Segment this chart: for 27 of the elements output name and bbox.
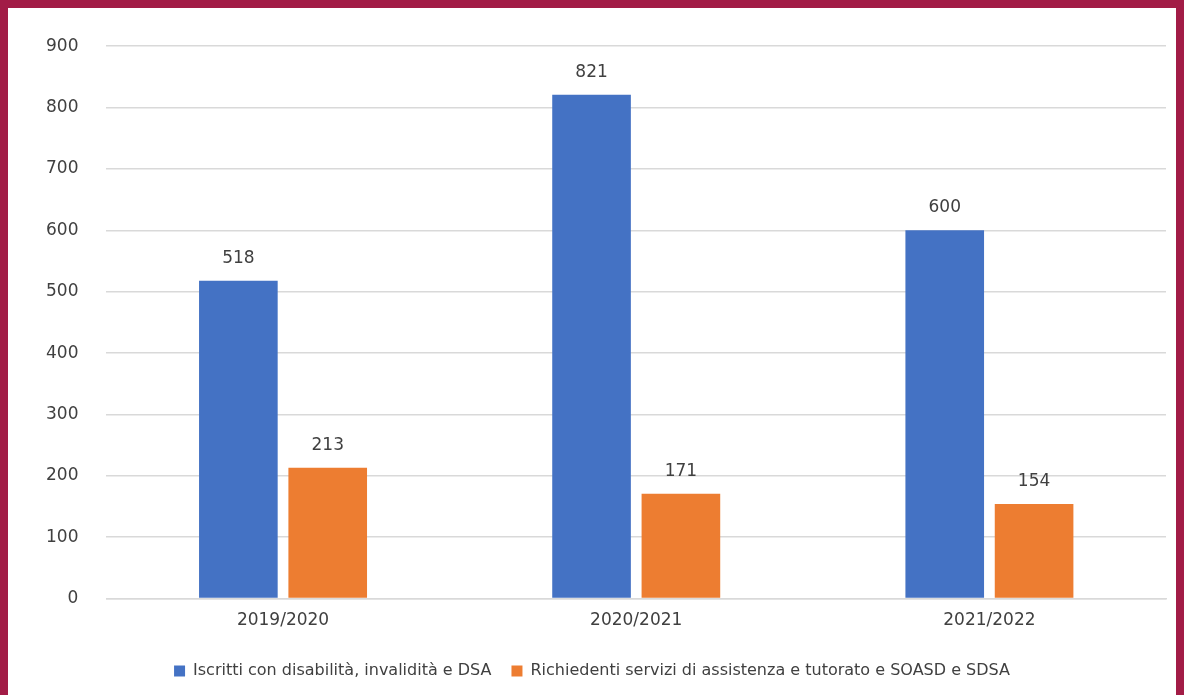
- bar: [552, 94, 631, 598]
- x-tick-label: 2019/2020: [236, 609, 330, 630]
- y-tick-label: 200: [45, 464, 79, 485]
- y-tick-label: 0: [67, 587, 79, 608]
- x-tick-label: 2021/2022: [943, 609, 1036, 630]
- y-tick-label: 600: [45, 218, 79, 239]
- y-tick-label: 400: [45, 341, 79, 362]
- bar: [199, 280, 278, 598]
- y-tick-label: 900: [45, 34, 79, 55]
- data-label: 171: [664, 459, 698, 480]
- data-label: 213: [311, 433, 344, 454]
- data-label: 821: [575, 60, 608, 81]
- bar: [905, 230, 985, 598]
- data-label: 518: [222, 246, 255, 267]
- data-label: 154: [1017, 470, 1051, 490]
- bar: [288, 467, 368, 598]
- y-tick-label: 100: [45, 525, 79, 546]
- y-tick-label: 300: [45, 402, 79, 423]
- bar: [641, 493, 721, 598]
- x-tick-label: 2020/2021: [590, 609, 683, 630]
- y-tick-label: 800: [45, 96, 79, 116]
- bar: [994, 504, 1074, 598]
- legend-label: Richiedenti servizi di assistenza e tutorato e SOASD e SDSA: [530, 660, 1010, 680]
- legend-label: Iscritti con disabilità, invalidità e DSA: [193, 660, 492, 680]
- data-label: 600: [928, 196, 961, 217]
- y-tick-label: 700: [45, 157, 79, 178]
- y-tick-label: 500: [45, 280, 79, 301]
